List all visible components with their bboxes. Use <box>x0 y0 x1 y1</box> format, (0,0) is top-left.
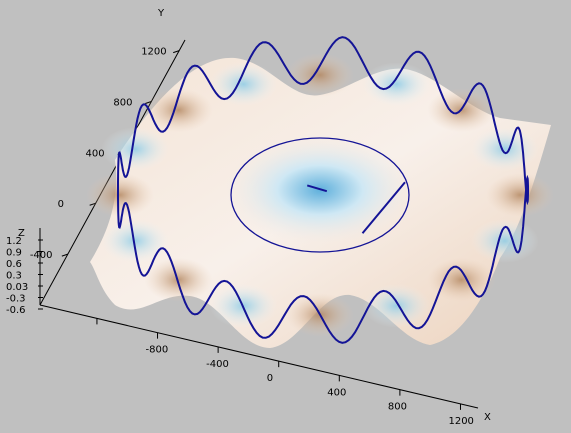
x-tick-label: -800 <box>146 345 169 356</box>
x-tick-label: 400 <box>327 387 346 398</box>
x-tick-label: 1200 <box>448 416 473 427</box>
surface-ripple <box>286 53 354 97</box>
x-tick-label: 800 <box>388 402 407 413</box>
curve-circle <box>230 137 410 253</box>
x-axis-line <box>39 304 479 409</box>
surface-ripple <box>470 127 539 172</box>
curves <box>117 36 529 344</box>
surface <box>86 53 554 349</box>
surface-ripple <box>470 218 539 263</box>
axes <box>39 39 479 409</box>
z-tick-label: 0.3 <box>6 271 22 282</box>
y-tick-mark <box>61 253 68 257</box>
surface-ripple <box>209 62 278 107</box>
x-tick-label: -400 <box>206 359 229 370</box>
y-tick-label: -400 <box>30 250 53 261</box>
z-tick-label: 0.9 <box>6 248 22 259</box>
curve-wave <box>117 36 529 344</box>
z-tick-label: -0.6 <box>6 305 26 316</box>
surface-ripple <box>362 62 431 107</box>
z-tick-label: -0.3 <box>6 294 26 305</box>
y-tick-label: 1200 <box>141 47 166 58</box>
x-ticks: -800 -400 0 400 800 1200 <box>96 318 474 427</box>
z-axis-label: Z <box>18 228 25 239</box>
y-tick-label: 0 <box>58 199 64 210</box>
z-tick-label: 0.03 <box>6 282 28 293</box>
surface-ripple <box>144 257 213 302</box>
surface-ripple <box>486 173 554 217</box>
y-tick-mark <box>173 50 180 54</box>
surface-ripple <box>86 173 154 217</box>
curve-segment <box>361 181 406 234</box>
curve-segment <box>306 184 328 193</box>
y-tick-label: 400 <box>86 148 105 159</box>
x-axis-label: X <box>484 412 491 423</box>
z-ticks: 1.20.90.60.30.03-0.3-0.6 <box>6 236 43 316</box>
surface-ripple <box>362 283 431 328</box>
y-axis-label: Y <box>157 8 165 19</box>
surface-ripple <box>144 88 213 133</box>
x-tick-label: 0 <box>267 373 273 384</box>
z-tick-label: 0.6 <box>6 259 22 270</box>
z-tick-label: 1.2 <box>6 236 22 247</box>
y-axis-line <box>39 39 186 306</box>
surface-ripple <box>101 218 170 263</box>
surface-ripple <box>427 257 496 302</box>
y-tick-label: 800 <box>113 97 132 108</box>
